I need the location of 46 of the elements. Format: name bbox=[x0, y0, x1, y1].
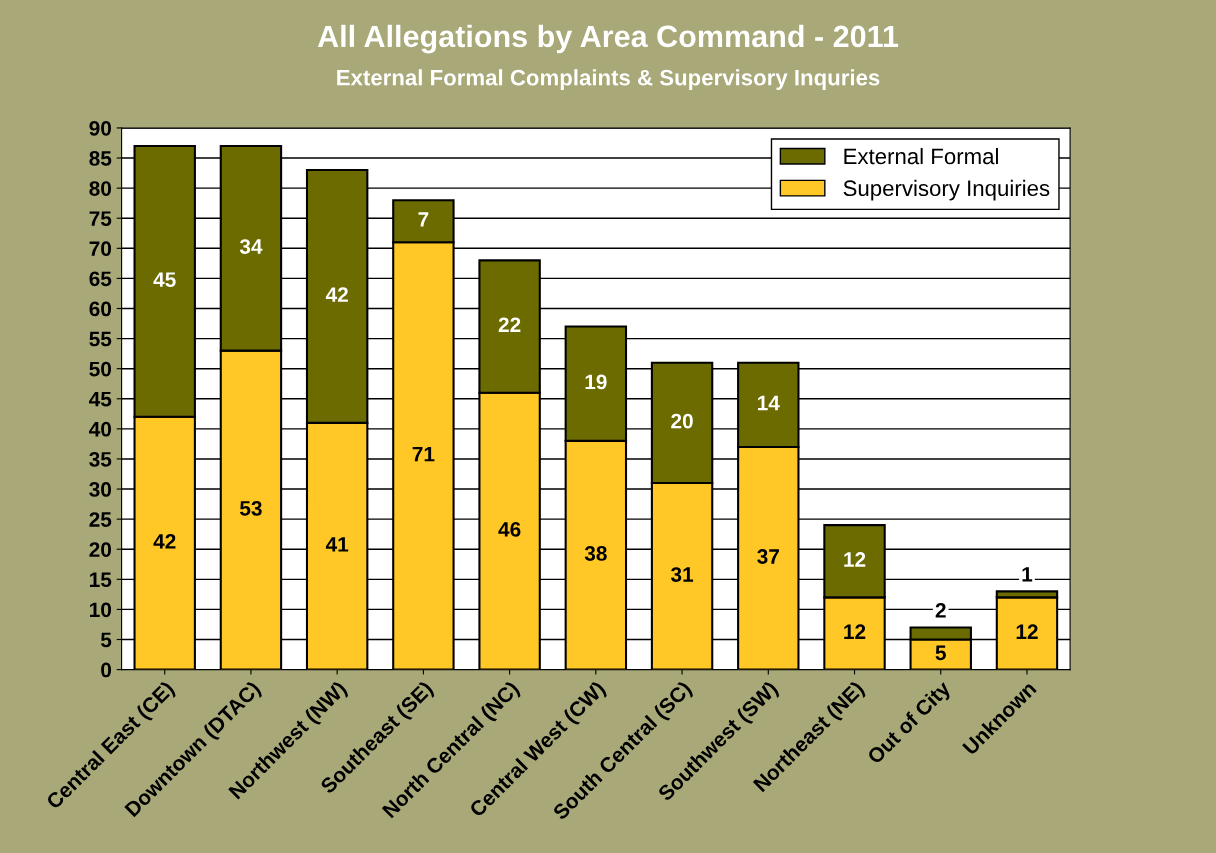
data-label: 42 bbox=[153, 534, 176, 549]
y-tick-label: 40 bbox=[89, 421, 112, 437]
data-label: 41 bbox=[325, 537, 349, 552]
data-label: 71 bbox=[412, 447, 435, 462]
y-tick-label: 15 bbox=[90, 572, 112, 588]
y-tick-label: 65 bbox=[89, 271, 112, 287]
data-label: 12 bbox=[1016, 624, 1038, 639]
data-label: 5 bbox=[935, 645, 946, 661]
y-tick-label: 60 bbox=[89, 301, 112, 317]
y-tick-label: 45 bbox=[89, 391, 112, 407]
legend-label: External Formal bbox=[844, 147, 998, 165]
data-label: 19 bbox=[585, 374, 607, 390]
y-tick-label: 80 bbox=[89, 181, 112, 196]
y-tick-label: 25 bbox=[89, 512, 112, 527]
data-label: 34 bbox=[239, 239, 263, 254]
data-label: 31 bbox=[670, 567, 694, 582]
data-label: 12 bbox=[844, 552, 866, 567]
y-tick-label: 35 bbox=[89, 451, 112, 467]
y-tick-label: 55 bbox=[89, 331, 112, 347]
data-label: 53 bbox=[239, 500, 262, 516]
data-label: 2 bbox=[935, 603, 946, 618]
legend-label: Supervisory Inquiries bbox=[843, 179, 1050, 201]
y-tick-label: 70 bbox=[89, 241, 112, 257]
y-tick-label: 50 bbox=[89, 361, 112, 377]
y-tick-label: 30 bbox=[89, 482, 112, 497]
data-label: 14 bbox=[758, 395, 780, 411]
x-tick-label: Out of City bbox=[866, 679, 955, 768]
data-label: 46 bbox=[498, 522, 521, 537]
data-label: 7 bbox=[418, 212, 429, 227]
y-tick-label: 90 bbox=[89, 120, 112, 136]
chart-subtitle: External Formal Complaints & Supervisory Inquries bbox=[337, 69, 880, 90]
data-label: 1 bbox=[1022, 567, 1033, 582]
y-tick-label: 0 bbox=[101, 662, 112, 678]
y-tick-label: 75 bbox=[89, 211, 112, 226]
data-label: 20 bbox=[671, 413, 693, 429]
data-label: 22 bbox=[498, 317, 521, 332]
data-label: 38 bbox=[584, 546, 607, 561]
y-tick-label: 20 bbox=[89, 542, 112, 557]
data-label: 45 bbox=[153, 272, 176, 288]
y-tick-label: 10 bbox=[90, 602, 112, 618]
data-label: 37 bbox=[757, 549, 779, 564]
y-tick-label: 5 bbox=[100, 632, 112, 648]
chart-title: All Allegations by Area Command - 2011 bbox=[317, 24, 899, 54]
y-tick-label: 85 bbox=[89, 151, 112, 166]
data-label: 42 bbox=[325, 287, 348, 302]
data-label: 12 bbox=[844, 624, 866, 639]
